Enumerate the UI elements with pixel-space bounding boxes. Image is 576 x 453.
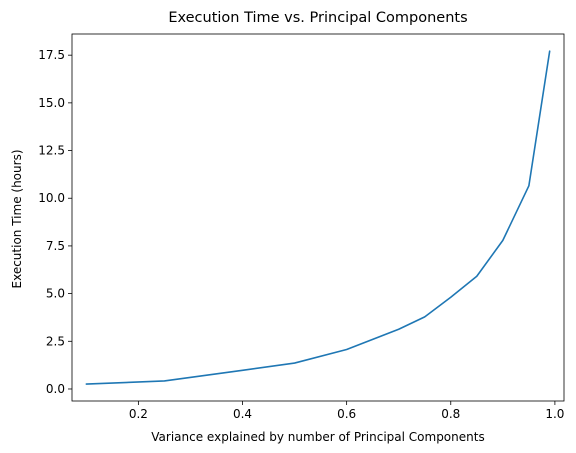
y-tick-label: 5.0 [46, 287, 65, 301]
x-tick-label: 0.2 [129, 407, 148, 421]
x-tick-label: 0.4 [233, 407, 252, 421]
series-line-0 [85, 50, 551, 385]
y-tick-label: 12.5 [38, 144, 65, 158]
y-tick-label: 17.5 [38, 48, 65, 62]
axes-frame [71, 33, 565, 402]
y-tick-label: 7.5 [46, 239, 65, 253]
x-tick-label: 1.0 [545, 407, 564, 421]
plot-area: 0.2 0.4 0.6 0.8 1.0 0.0 2.5 5.0 7.5 10.0 12.5 15.0 1… [38, 33, 565, 421]
y-tick-label: 2.5 [46, 334, 65, 348]
y-tick-label: 0.0 [46, 382, 65, 396]
y-tick-label: 15.0 [38, 96, 65, 110]
x-axis-label: Variance explained by number of Principa… [151, 430, 484, 444]
x-tick-label: 0.8 [441, 407, 460, 421]
y-tick-label: 10.0 [38, 191, 65, 205]
chart-title: Execution Time vs. Principal Components [168, 10, 467, 26]
y-axis-label: Execution Time (hours) [10, 150, 24, 289]
x-tick-label: 0.6 [337, 407, 356, 421]
